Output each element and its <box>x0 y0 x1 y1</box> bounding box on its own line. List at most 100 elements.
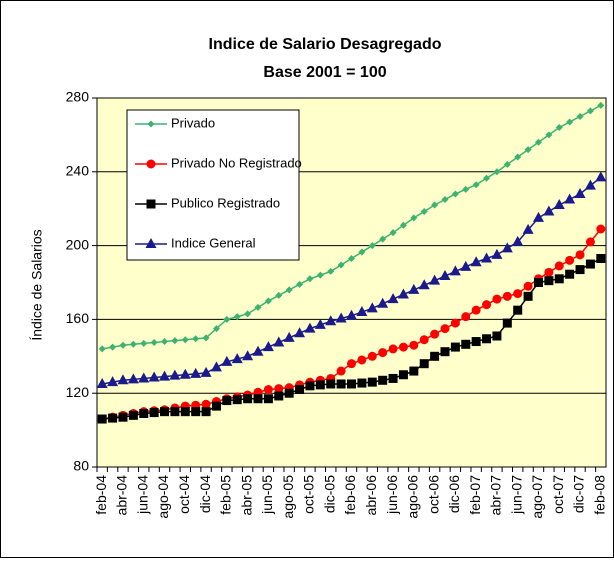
data-point <box>430 329 440 339</box>
legend-marker <box>145 238 157 248</box>
data-point <box>191 407 201 417</box>
data-point <box>388 373 398 383</box>
data-point <box>378 348 388 358</box>
data-point <box>296 280 304 288</box>
data-point <box>410 214 418 222</box>
data-point <box>336 366 346 376</box>
data-point <box>118 412 128 422</box>
data-point <box>335 312 347 323</box>
data-point <box>503 160 511 168</box>
data-point <box>584 179 596 190</box>
x-tick-label: jun-06 <box>384 475 400 515</box>
data-point <box>294 327 306 338</box>
data-point <box>388 344 398 354</box>
data-point <box>210 361 222 372</box>
data-point <box>96 377 108 388</box>
data-point <box>368 242 376 250</box>
data-point <box>440 347 450 357</box>
data-point <box>231 353 243 364</box>
x-tick-label: ago-04 <box>155 475 171 519</box>
data-point <box>139 408 149 418</box>
data-point <box>554 274 564 284</box>
data-point <box>451 190 459 198</box>
data-point <box>377 297 389 308</box>
y-tick-label: 160 <box>66 310 90 326</box>
data-point <box>233 313 241 321</box>
data-point <box>574 187 586 198</box>
data-point <box>481 252 493 263</box>
data-point <box>575 250 585 260</box>
data-point <box>420 207 428 215</box>
data-point <box>315 380 325 390</box>
data-point <box>441 195 449 203</box>
data-point <box>222 396 232 406</box>
data-point <box>140 339 148 347</box>
data-point <box>316 271 324 279</box>
legend-label: Privado No Registrado <box>171 155 302 170</box>
data-point <box>586 107 594 115</box>
data-point <box>493 168 501 176</box>
data-point <box>347 359 356 369</box>
data-point <box>274 391 284 401</box>
data-point <box>358 248 366 256</box>
data-point <box>512 235 524 246</box>
data-point <box>127 373 139 384</box>
data-point <box>471 305 481 315</box>
data-point <box>430 351 440 361</box>
chart-title: Indice de Salario Desagregado <box>209 36 442 53</box>
data-point <box>502 291 512 301</box>
y-axis-label: Índice de Salarios <box>29 229 45 340</box>
data-point <box>275 291 283 299</box>
data-point <box>564 193 576 204</box>
data-point <box>357 378 367 388</box>
data-point <box>128 410 138 420</box>
data-point <box>553 199 565 210</box>
data-point <box>409 366 419 376</box>
data-point <box>170 407 180 417</box>
data-point <box>161 338 169 346</box>
x-tick-label: feb-04 <box>93 475 109 515</box>
x-tick-label: abr-05 <box>238 475 254 516</box>
data-point <box>356 306 368 317</box>
data-point <box>262 341 274 352</box>
data-point <box>337 261 345 269</box>
data-point <box>450 318 460 328</box>
y-tick-label: 120 <box>66 384 90 400</box>
data-point <box>367 351 377 361</box>
x-tick-label: ago-07 <box>529 475 545 519</box>
data-point <box>409 340 419 350</box>
data-point <box>462 185 470 193</box>
data-point <box>597 101 605 109</box>
data-point <box>440 324 450 334</box>
x-tick-label: feb-05 <box>218 475 234 515</box>
legend-marker <box>146 159 156 169</box>
data-point <box>200 366 212 377</box>
data-point <box>419 335 429 345</box>
data-point <box>585 259 595 269</box>
data-point <box>171 337 179 345</box>
data-point <box>254 303 262 311</box>
x-tick-label: feb-06 <box>342 475 358 515</box>
x-tick-label: jun-07 <box>508 475 524 515</box>
data-point <box>522 223 534 234</box>
data-point <box>449 265 461 276</box>
data-point <box>202 334 210 342</box>
data-point <box>431 201 439 209</box>
data-point <box>534 138 542 146</box>
data-point <box>97 414 107 424</box>
data-point <box>471 337 481 347</box>
data-point <box>252 345 264 356</box>
x-tick-label: dic-05 <box>321 475 337 513</box>
data-point <box>264 297 272 305</box>
data-point <box>523 281 533 291</box>
data-point <box>285 286 293 294</box>
legend-marker <box>146 199 156 209</box>
x-tick-label: abr-07 <box>488 475 504 516</box>
data-point <box>501 242 513 253</box>
x-tick-label: abr-06 <box>363 475 379 516</box>
data-point <box>284 388 294 398</box>
data-point <box>357 355 367 365</box>
data-point <box>472 181 480 189</box>
x-tick-label: oct-06 <box>425 475 441 514</box>
data-point <box>212 325 220 333</box>
